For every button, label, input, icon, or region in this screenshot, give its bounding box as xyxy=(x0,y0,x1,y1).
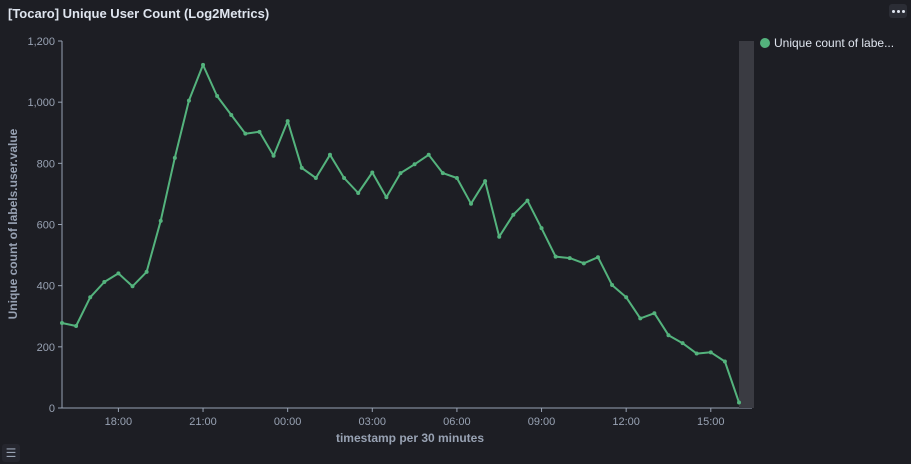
y-tick-label: 1,000 xyxy=(27,97,55,109)
data-point[interactable] xyxy=(130,284,135,289)
ellipsis-icon xyxy=(891,9,895,13)
data-point[interactable] xyxy=(144,269,149,274)
panel-options-button[interactable] xyxy=(889,4,907,18)
x-axis-title: timestamp per 30 minutes xyxy=(336,431,484,445)
x-tick-label: 03:00 xyxy=(359,416,387,428)
legend-scrollbar[interactable] xyxy=(739,41,754,408)
series-line-group xyxy=(60,62,741,405)
data-point[interactable] xyxy=(384,195,389,200)
data-point[interactable] xyxy=(426,152,431,157)
data-point[interactable] xyxy=(243,131,248,136)
x-tick-label: 15:00 xyxy=(697,416,725,428)
list-icon: ☰ xyxy=(5,446,17,460)
data-point[interactable] xyxy=(567,256,572,261)
x-tick-label: 18:00 xyxy=(105,416,133,428)
data-point[interactable] xyxy=(229,113,234,118)
x-tick-label: 06:00 xyxy=(443,416,471,428)
data-point[interactable] xyxy=(285,119,290,124)
x-axis: 18:00 21:00 00:00 03:00 06:00 09:00 12:00 15:00 xyxy=(62,407,752,428)
data-point[interactable] xyxy=(186,98,191,103)
legend-color-dot xyxy=(760,38,770,48)
x-tick-label: 12:00 xyxy=(612,416,640,428)
legend-toggle-button[interactable]: ☰ xyxy=(2,444,20,462)
data-point[interactable] xyxy=(412,162,417,167)
data-point[interactable] xyxy=(60,320,64,325)
data-point[interactable] xyxy=(694,351,699,356)
data-point[interactable] xyxy=(454,176,459,181)
data-point[interactable] xyxy=(88,295,93,300)
data-point[interactable] xyxy=(722,359,727,364)
y-tick-label: 1,200 xyxy=(27,36,55,48)
x-tick-label: 00:00 xyxy=(274,416,302,428)
y-tick-label: 200 xyxy=(37,342,55,354)
data-point[interactable] xyxy=(327,152,332,157)
data-point[interactable] xyxy=(342,176,347,181)
data-point[interactable] xyxy=(539,226,544,231)
data-point[interactable] xyxy=(638,316,643,321)
y-tick-label: 800 xyxy=(37,158,55,170)
legend-item[interactable]: Unique count of labe... xyxy=(760,36,894,50)
y-tick-label: 400 xyxy=(37,281,55,293)
data-point[interactable] xyxy=(102,279,107,284)
data-point[interactable] xyxy=(737,400,741,405)
data-point[interactable] xyxy=(370,170,375,175)
data-point[interactable] xyxy=(116,271,121,276)
data-point[interactable] xyxy=(680,341,685,346)
x-tick-label: 21:00 xyxy=(189,416,217,428)
data-point[interactable] xyxy=(708,350,713,355)
data-point[interactable] xyxy=(356,190,361,195)
y-axis-title: Unique count of labels.user.value xyxy=(6,128,20,319)
data-point[interactable] xyxy=(469,201,474,206)
data-point[interactable] xyxy=(553,254,558,259)
data-point[interactable] xyxy=(666,333,671,338)
data-point[interactable] xyxy=(299,165,304,170)
data-point[interactable] xyxy=(581,261,586,266)
data-point[interactable] xyxy=(610,283,615,288)
data-point[interactable] xyxy=(497,234,502,239)
data-point[interactable] xyxy=(271,153,276,158)
panel-title: [Tocaro] Unique User Count (Log2Metrics) xyxy=(8,6,270,21)
series-line xyxy=(61,63,740,403)
data-point[interactable] xyxy=(398,171,403,176)
x-tick-label: 09:00 xyxy=(528,416,556,428)
data-point[interactable] xyxy=(624,295,629,300)
data-point[interactable] xyxy=(511,212,516,217)
data-point[interactable] xyxy=(201,62,206,67)
y-tick-label: 600 xyxy=(37,220,55,232)
data-point[interactable] xyxy=(172,155,177,160)
data-point[interactable] xyxy=(313,176,318,181)
y-tick-label: 0 xyxy=(49,403,55,415)
y-axis: 0 200 400 600 800 1,000 1,200 xyxy=(27,36,63,415)
data-point[interactable] xyxy=(257,129,262,134)
legend-label: Unique count of labe... xyxy=(774,36,895,50)
data-point[interactable] xyxy=(158,218,163,223)
data-point[interactable] xyxy=(74,324,79,329)
data-point[interactable] xyxy=(215,94,220,99)
data-point[interactable] xyxy=(595,255,600,260)
data-point[interactable] xyxy=(483,179,488,184)
data-point[interactable] xyxy=(525,198,530,203)
data-point[interactable] xyxy=(652,311,657,316)
data-point[interactable] xyxy=(440,171,445,176)
